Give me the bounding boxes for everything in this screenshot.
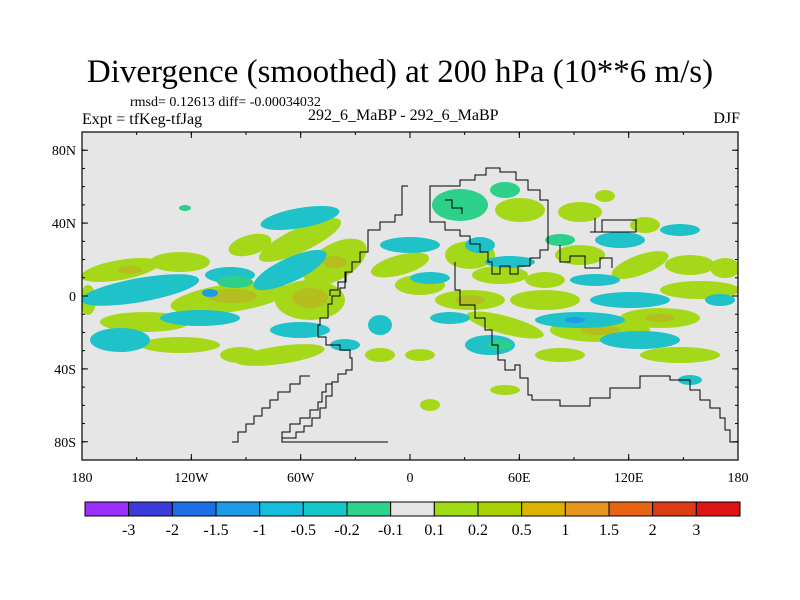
negative-regions [82,205,735,385]
colorbar-swatch [259,501,304,517]
comparison-label: 292_6_MaBP - 292_6_MaBP [308,107,499,124]
colorbar-swatch [433,501,479,517]
colorbar-label: -2 [166,522,179,539]
colorbar-swatch [128,501,173,517]
colorbar-label: 2 [649,522,657,539]
strong-negative-regions [179,182,575,350]
coastlines [232,167,738,443]
colorbar-swatch [302,501,348,517]
colorbar-swatch [84,501,130,517]
colorbar-label: -0.5 [291,522,316,539]
central-coast [329,272,347,296]
divergence-field [82,182,738,411]
colorbar-label: -0.2 [334,522,359,539]
colorbar-swatch [477,501,523,517]
lon-tick-label: 120E [614,471,644,486]
lat-tick-label: 40N [52,217,76,232]
lon-tick-label: 60E [508,471,531,486]
plot-title: Divergence (smoothed) at 200 hPa (10**6 … [86,54,714,90]
axis-ticks [81,131,739,461]
india-coastline [590,218,637,233]
colorbar-swatch [521,501,566,517]
strong-positive-regions [118,256,675,335]
lat-tick-label: 40S [54,363,76,378]
eurasia-coastline [429,167,549,275]
lon-axis: 180 120W 60W 0 60E 120E 180 [72,471,749,486]
lat-tick-label: 0 [69,290,76,305]
colorbar-label: -3 [122,522,135,539]
mediterranean [445,199,463,214]
greenland-coastline [232,375,310,443]
colorbar-label: -1.5 [203,522,228,539]
colorbar-swatch [695,501,741,517]
colorbar-swatch [215,501,261,517]
colorbar-label: -1 [253,522,266,539]
season-label: DJF [713,110,740,127]
colorbar-swatch [564,501,610,517]
lon-tick-label: 0 [407,471,414,486]
asia-inner [559,245,613,269]
colorbar-label: 3 [692,522,700,539]
lat-tick-label: 80S [54,436,76,451]
colorbar-label: 1.5 [599,522,619,539]
americas-coastline [281,185,408,443]
colorbar-label: 0.2 [468,522,488,539]
lon-tick-label: 180 [728,471,749,486]
experiment-label: Expt = tfKeg-tfJag [82,111,203,128]
colorbar-label: -0.1 [378,522,403,539]
weak-negative-cores [202,289,585,323]
stats-line: rmsd= 0.12613 diff= -0.00034032 [130,95,321,110]
colorbar-label: 1 [561,522,569,539]
colorbar-swatch [652,501,697,517]
colorbar-swatch [608,501,654,517]
lon-tick-label: 180 [72,471,93,486]
colorbar-swatch [171,501,217,517]
lat-axis: 80N 40N 0 40S 80S [52,144,76,451]
colorbar-swatch [346,501,392,517]
colorbar-label: 0.5 [512,522,532,539]
colorbar-label: 0.1 [424,522,444,539]
lat-tick-label: 80N [52,144,76,159]
lon-tick-label: 120W [174,471,209,486]
colorbar-swatch [390,501,435,517]
africa-coastline [454,262,738,443]
colorbar: -3 -2 -1.5 -1 -0.5 -0.2 -0.1 0.1 0.2 0.5 1 1.5 2 3 [84,501,741,539]
lon-tick-label: 60W [287,471,315,486]
north-america-coast-2 [281,383,332,442]
